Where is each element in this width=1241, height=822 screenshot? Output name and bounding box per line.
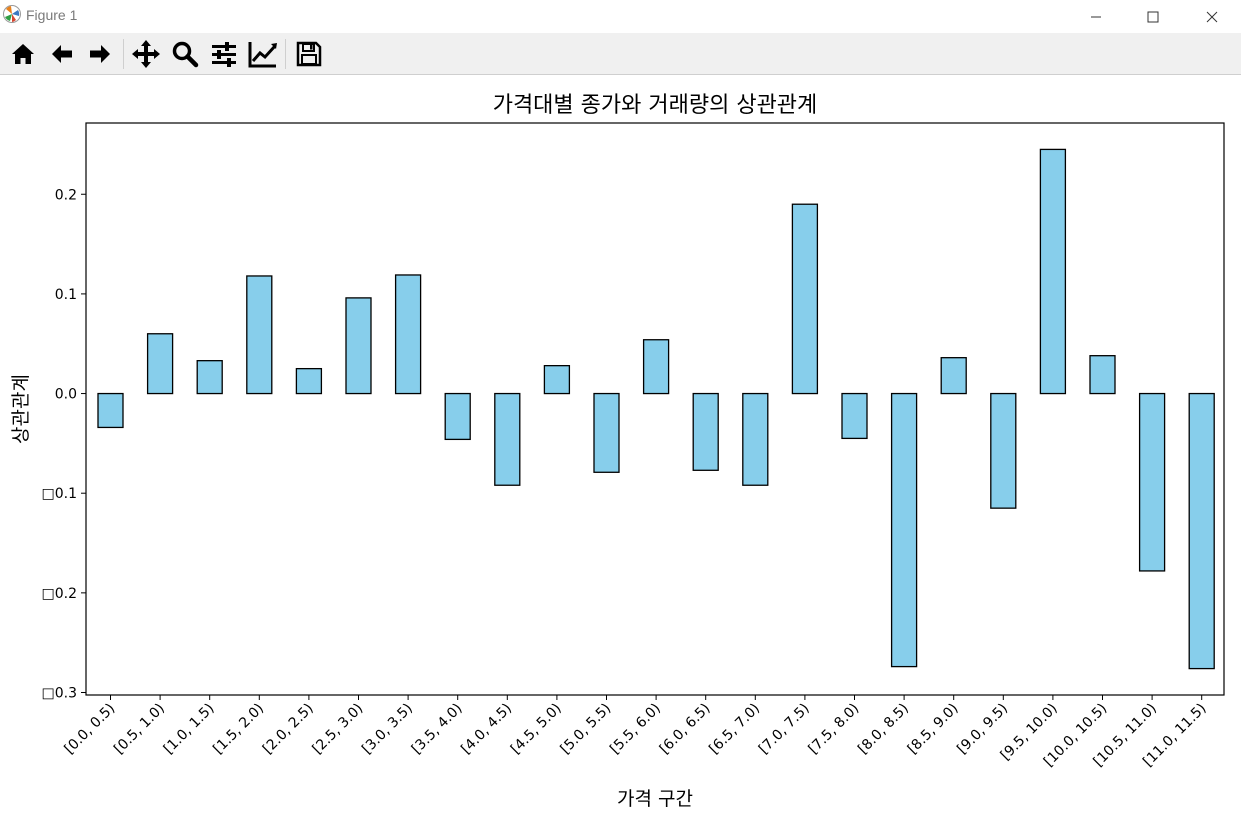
- x-tick-label: [0.5, 1.0): [111, 701, 168, 758]
- bar: [890, 392, 918, 668]
- bar: [1039, 148, 1067, 395]
- x-axis-ticks: [0.0, 0.5)[0.5, 1.0)[1.0, 1.5)[1.5, 2.0)…: [62, 695, 1210, 770]
- back-button[interactable]: [45, 37, 79, 71]
- edit-axis-icon: [248, 42, 277, 68]
- x-tick-label: [7.5, 8.0): [806, 701, 863, 758]
- bar: [742, 392, 769, 486]
- configure-subplots-button[interactable]: [207, 37, 241, 71]
- window-title: Figure 1: [26, 7, 78, 23]
- x-tick-label: [8.5, 9.0): [905, 701, 962, 758]
- bar: [345, 297, 372, 395]
- x-tick-label: [1.5, 2.0): [210, 701, 267, 758]
- bar: [791, 203, 819, 395]
- maximize-icon: [1147, 11, 1159, 22]
- bar: [1089, 355, 1116, 395]
- bar: [940, 357, 967, 395]
- bar: [692, 392, 719, 471]
- back-arrow-icon: [52, 45, 72, 63]
- close-button[interactable]: [1189, 0, 1235, 33]
- bar: [1138, 392, 1166, 572]
- home-icon: [12, 44, 34, 64]
- x-tick-label: [7.0, 7.5): [756, 701, 813, 758]
- bar: [543, 365, 571, 395]
- figure-canvas: 가격대별 종가와 거래량의 상관관계 0.2 0.1 0.0 □0.1 □0.2 □0.3…: [0, 75, 1241, 818]
- x-tick-label: [2.0, 2.5): [260, 701, 317, 758]
- bar: [841, 392, 868, 440]
- navigation-toolbar: [0, 33, 1241, 75]
- forward-button[interactable]: [83, 37, 117, 71]
- zoom-icon: [172, 41, 199, 68]
- matplotlib-logo-icon: [3, 5, 21, 23]
- bar: [990, 392, 1017, 509]
- x-tick-label: [6.5, 7.0): [706, 701, 763, 758]
- bar: [295, 367, 323, 395]
- pan-icon: [132, 40, 160, 68]
- y-tick-label: □0.1: [42, 486, 78, 502]
- x-tick-label: [4.0, 4.5): [458, 701, 515, 758]
- toolbar-separator: [123, 39, 124, 69]
- bar: [642, 339, 670, 395]
- bar: [97, 392, 124, 429]
- bars-group: [97, 148, 1215, 670]
- bar: [246, 275, 273, 395]
- bar: [494, 392, 521, 486]
- bar-chart: 가격대별 종가와 거래량의 상관관계 0.2 0.1 0.0 □0.1 □0.2 □0.3…: [10, 93, 1225, 810]
- y-tick-label: □0.2: [42, 586, 78, 602]
- zoom-button[interactable]: [168, 37, 202, 71]
- y-tick-label: 0.0: [55, 387, 77, 403]
- minimize-button[interactable]: [1073, 0, 1119, 33]
- minimize-icon: [1091, 16, 1101, 17]
- bar: [444, 392, 471, 441]
- y-tick-label: □0.3: [42, 686, 78, 702]
- x-tick-label: [5.5, 6.0): [607, 701, 664, 758]
- x-tick-label: [2.5, 3.0): [310, 701, 367, 758]
- edit-axis-button[interactable]: [246, 37, 280, 71]
- y-tick-label: 0.2: [55, 187, 77, 203]
- x-tick-label: [3.5, 4.0): [409, 701, 466, 758]
- maximize-button[interactable]: [1130, 0, 1176, 33]
- save-button[interactable]: [292, 37, 326, 71]
- x-tick-label: [6.0, 6.5): [657, 701, 714, 758]
- y-axis-label: 상관관계: [10, 374, 32, 444]
- bar: [196, 360, 223, 395]
- toolbar-separator: [285, 39, 286, 69]
- configure-subplots-icon: [212, 42, 236, 67]
- bar: [1188, 392, 1215, 670]
- x-tick-label: [8.0, 8.5): [855, 701, 912, 758]
- forward-arrow-icon: [90, 45, 110, 63]
- x-tick-label: [4.5, 5.0): [508, 701, 565, 758]
- x-axis-label: 가격 구간: [617, 788, 693, 810]
- close-icon: [1206, 11, 1218, 22]
- bar: [394, 274, 422, 395]
- x-tick-label: [0.0, 0.5): [62, 701, 119, 758]
- y-axis-ticks: 0.2 0.1 0.0 □0.1 □0.2 □0.3: [42, 187, 86, 702]
- title-bar: Figure 1: [0, 0, 1241, 33]
- pan-button[interactable]: [129, 37, 163, 71]
- chart-title: 가격대별 종가와 거래량의 상관관계: [493, 93, 818, 118]
- x-tick-label: [1.0, 1.5): [161, 701, 218, 758]
- plot-frame: [85, 122, 1225, 696]
- home-button[interactable]: [6, 37, 40, 71]
- bar: [593, 392, 620, 473]
- save-icon: [296, 41, 322, 67]
- bar: [146, 333, 174, 395]
- x-tick-label: [3.0, 3.5): [359, 701, 416, 758]
- y-tick-label: 0.1: [55, 287, 77, 303]
- x-tick-label: [5.0, 5.5): [558, 701, 615, 758]
